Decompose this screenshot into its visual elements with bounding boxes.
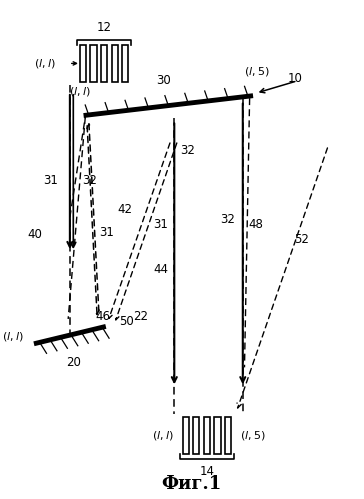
Text: $(l,l)$: $(l,l)$ [2,330,24,343]
Bar [225,417,231,454]
Text: 20: 20 [66,356,81,369]
Text: $(l,5)$: $(l,5)$ [244,65,269,78]
Text: $(l,l)$: $(l,l)$ [152,429,174,442]
Bar [101,45,107,82]
Text: 44: 44 [153,263,168,276]
Text: 52: 52 [294,233,309,246]
Bar [90,45,96,82]
Text: 46: 46 [96,310,111,323]
Bar [112,45,118,82]
Text: $(l,l)$: $(l,l)$ [69,85,91,98]
Bar [193,417,199,454]
Text: 48: 48 [248,218,263,231]
Text: 30: 30 [157,74,171,87]
Text: 22: 22 [133,310,148,323]
Text: 40: 40 [27,228,42,241]
Text: 42: 42 [118,203,133,216]
Text: 14: 14 [199,465,214,478]
Text: 32: 32 [82,174,97,187]
Bar [214,417,221,454]
Text: 32: 32 [181,144,195,157]
Bar [122,45,128,82]
Text: 31: 31 [44,174,59,187]
Bar [204,417,210,454]
Text: 10: 10 [287,72,302,85]
Text: 32: 32 [220,213,235,226]
Text: 31: 31 [153,218,168,231]
Text: $(l,l)$: $(l,l)$ [34,57,56,70]
Text: 12: 12 [96,21,112,34]
Bar [80,45,86,82]
Bar [182,417,189,454]
Text: 31: 31 [100,226,115,239]
Text: Фиг.1: Фиг.1 [161,475,222,493]
Text: $(l,5)$: $(l,5)$ [240,429,265,442]
Text: 50: 50 [119,315,134,328]
